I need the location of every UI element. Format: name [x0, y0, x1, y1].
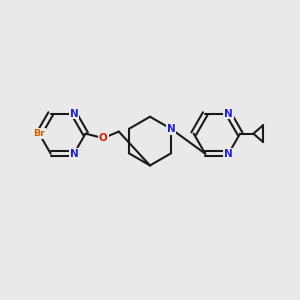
Text: O: O: [99, 133, 108, 143]
Text: N: N: [167, 124, 176, 134]
Text: N: N: [70, 109, 78, 118]
Text: N: N: [224, 149, 233, 159]
Text: Br: Br: [33, 129, 45, 138]
Text: N: N: [70, 149, 78, 159]
Text: N: N: [224, 109, 233, 118]
